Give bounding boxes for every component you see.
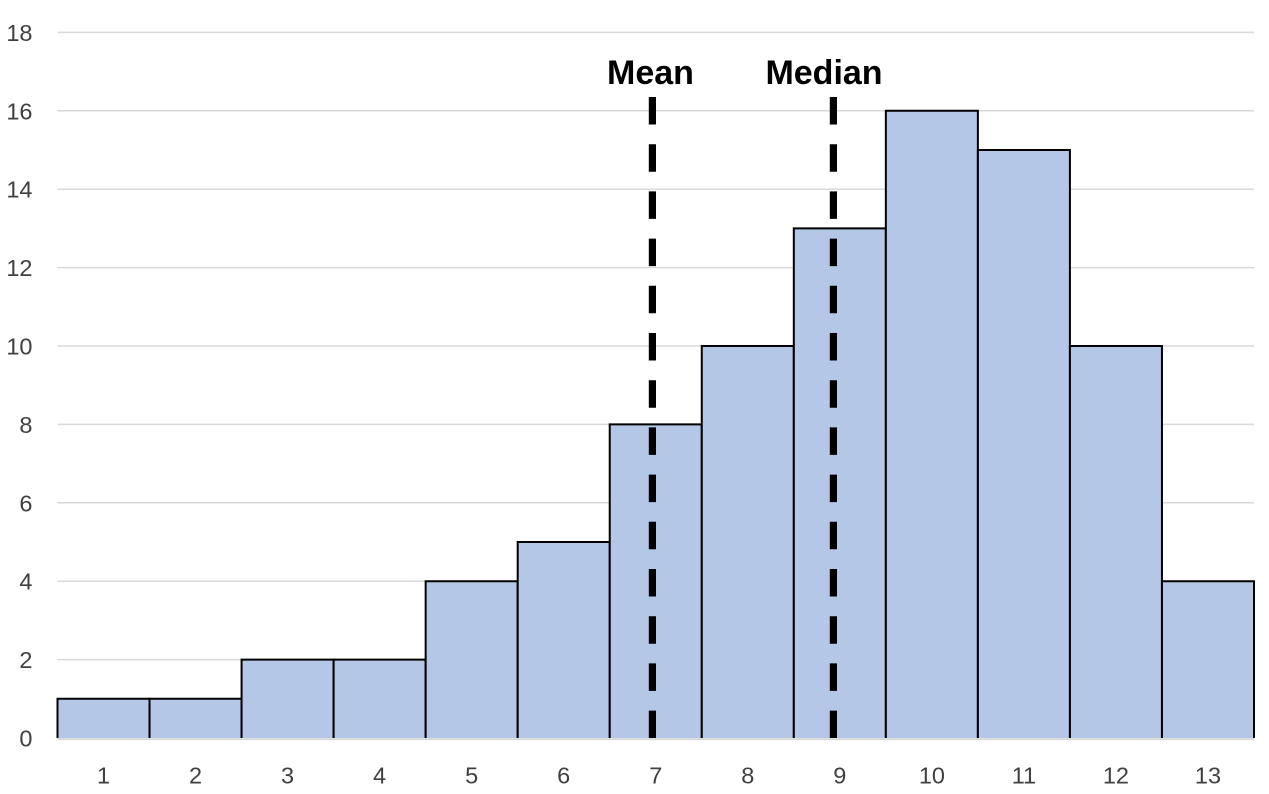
svg-text:2: 2 xyxy=(19,647,32,673)
svg-text:10: 10 xyxy=(919,762,945,788)
svg-text:9: 9 xyxy=(833,762,846,788)
svg-text:10: 10 xyxy=(6,334,32,360)
svg-text:1: 1 xyxy=(97,762,110,788)
svg-text:12: 12 xyxy=(1103,762,1129,788)
svg-text:6: 6 xyxy=(557,762,570,788)
svg-text:4: 4 xyxy=(19,569,32,595)
svg-text:8: 8 xyxy=(741,762,754,788)
svg-text:2: 2 xyxy=(189,762,202,788)
svg-text:7: 7 xyxy=(649,762,662,788)
svg-text:8: 8 xyxy=(19,412,32,438)
svg-text:6: 6 xyxy=(19,490,32,516)
svg-text:3: 3 xyxy=(281,762,294,788)
svg-text:16: 16 xyxy=(6,98,32,124)
svg-text:12: 12 xyxy=(6,255,32,281)
svg-text:Mean: Mean xyxy=(607,54,694,92)
svg-text:Median: Median xyxy=(765,54,882,92)
svg-text:4: 4 xyxy=(373,762,386,788)
svg-text:5: 5 xyxy=(465,762,478,788)
svg-text:14: 14 xyxy=(6,177,32,203)
svg-text:11: 11 xyxy=(1012,762,1036,788)
svg-text:13: 13 xyxy=(1195,762,1221,788)
svg-text:0: 0 xyxy=(19,726,32,752)
svg-text:18: 18 xyxy=(6,20,32,46)
